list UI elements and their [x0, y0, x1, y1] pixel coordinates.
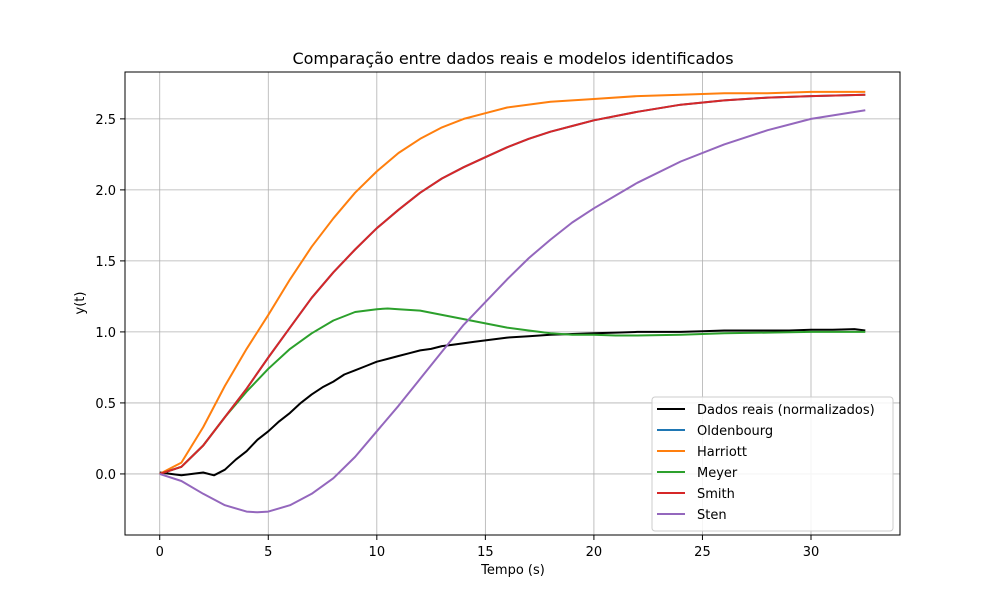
y-tick-label: 2.5	[95, 113, 116, 128]
y-tick-label: 0.5	[95, 397, 116, 412]
series-line-meyer	[159, 307, 866, 475]
x-tick-label: 5	[264, 545, 272, 560]
legend-label-smith: Smith	[697, 487, 735, 502]
x-tick-label: 15	[477, 545, 494, 560]
y-tick-label: 1.0	[95, 326, 116, 341]
series-line-dados	[159, 328, 866, 477]
series-lines	[159, 90, 866, 514]
ticks: 0 5 10 15 20 25 30 0.0 0.5 1.0 1.5 2.0 2.5	[95, 113, 819, 560]
series-line-sten	[159, 109, 866, 514]
plot-frame	[124, 71, 901, 536]
series-line-harriott	[159, 90, 866, 475]
y-tick-label: 2.0	[95, 184, 116, 199]
legend-box	[651, 396, 894, 532]
x-tick-label: 0	[156, 545, 164, 560]
y-tick-label: 0.0	[95, 468, 116, 483]
x-tick-label: 30	[803, 545, 820, 560]
x-axis-label: Tempo (s)	[480, 563, 545, 578]
chart-title: Comparação entre dados reais e modelos i…	[292, 49, 733, 68]
legend-label-oldenbourg: Oldenbourg	[697, 424, 773, 439]
x-tick-label: 20	[586, 545, 603, 560]
x-tick-label: 25	[694, 545, 711, 560]
y-tick-label: 1.5	[95, 255, 116, 270]
legend-label-sten: Sten	[697, 508, 727, 523]
legend-label-dados: Dados reais (normalizados)	[697, 403, 875, 418]
x-tick-label: 10	[369, 545, 386, 560]
legend-label-harriott: Harriott	[697, 445, 747, 460]
series-line-smith	[159, 93, 866, 475]
y-axis-label: y(t)	[73, 292, 88, 315]
legend: Dados reais (normalizados) Oldenbourg Harr…	[651, 396, 894, 532]
legend-label-meyer: Meyer	[697, 466, 738, 481]
